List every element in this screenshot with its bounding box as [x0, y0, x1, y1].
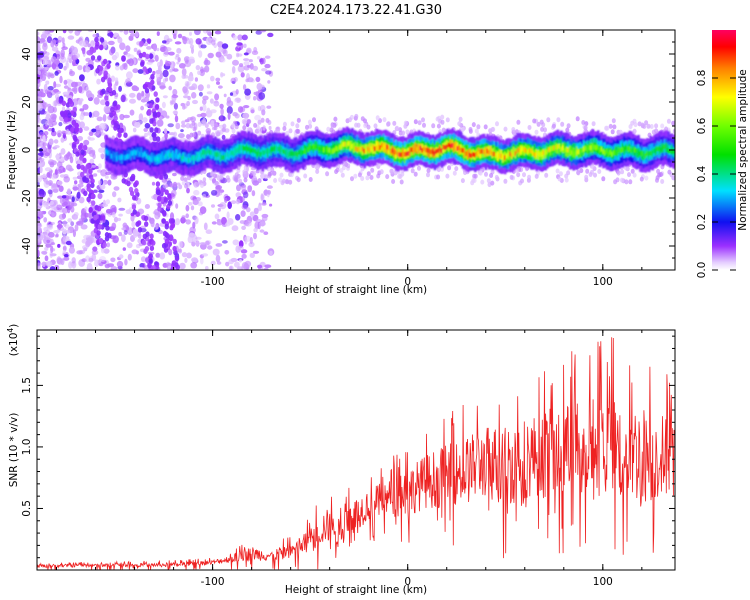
- spectrogram-xtick-label: -100: [201, 276, 225, 288]
- snr-plot-area: [37, 337, 675, 570]
- spectrogram-ytick-label: 20: [21, 95, 33, 108]
- spectrogram-ridge: [105, 126, 675, 178]
- colorbar-label: Normalized spectral amplitude: [737, 69, 749, 230]
- snr-ticks: -100 0 100 0.5 1.0 1.5: [21, 330, 675, 588]
- snr-xtick-label: -100: [201, 576, 225, 588]
- colorbar-ticks: 0.0 0.2 0.4 0.6 0.8: [696, 70, 736, 279]
- snr-ytick-label: 0.5: [21, 500, 33, 517]
- colorbar-tick-label: 0.6: [696, 117, 708, 134]
- snr-ytick-label: 1.0: [21, 439, 33, 456]
- colorbar-tick-label: 0.8: [696, 70, 708, 87]
- spectrogram-xtick-label: 0: [404, 276, 411, 288]
- spectrogram-ylabel: Frequency (Hz): [6, 110, 18, 189]
- snr-xtick-label: 0: [404, 576, 411, 588]
- snr-frame: [36, 329, 676, 571]
- spectrogram-xtick-label: 100: [593, 276, 613, 288]
- snr-xtick-label: 100: [593, 576, 613, 588]
- snr-xlabel: Height of straight line (km): [285, 584, 427, 596]
- snr-scale-label: (x104): [6, 324, 20, 357]
- snr-ytick-label: 1.5: [21, 377, 33, 394]
- spectrogram-xlabel: Height of straight line (km): [285, 284, 427, 296]
- spectrogram-ytick-label: 40: [21, 47, 33, 60]
- spectrogram-ytick-label: 0: [21, 147, 33, 154]
- spectrogram-ticks: -100 0 100 -40 -20 0 20 40: [21, 30, 675, 288]
- colorbar-tick-label: 0.0: [696, 262, 708, 279]
- colorbar-tick-label: 0.2: [696, 214, 708, 231]
- chart-title: C2E4.2024.173.22.41.G30: [270, 3, 442, 18]
- spectrogram-noise: [37, 30, 275, 270]
- colorbar-tick-label: 0.4: [696, 165, 708, 182]
- snr-series-line: [37, 337, 675, 570]
- colorbar: [712, 30, 736, 270]
- spectrogram-marks: [37, 30, 675, 270]
- spectrogram-ytick-label: -20: [21, 189, 33, 206]
- spectrogram-ytick-label: -40: [21, 237, 33, 254]
- snr-ylabel: SNR (10 * v/v): [8, 413, 20, 488]
